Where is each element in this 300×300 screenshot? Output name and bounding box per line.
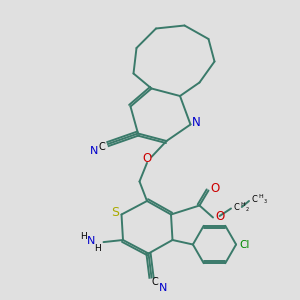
Text: O: O [215,209,224,223]
Text: H: H [94,244,101,253]
Text: 2: 2 [246,207,249,212]
Text: Cl: Cl [239,239,250,250]
Text: H: H [240,202,245,207]
Text: C: C [251,195,257,204]
Text: H: H [80,232,87,241]
Text: S: S [111,206,119,220]
Text: O: O [211,182,220,196]
Text: C: C [233,202,239,211]
Text: C: C [152,277,158,287]
Text: C: C [99,142,105,152]
Text: H: H [258,194,263,199]
Text: O: O [142,152,152,166]
Text: N: N [87,236,96,247]
Text: 3: 3 [264,200,267,204]
Text: N: N [191,116,200,129]
Text: N: N [90,146,99,157]
Text: N: N [159,283,167,293]
